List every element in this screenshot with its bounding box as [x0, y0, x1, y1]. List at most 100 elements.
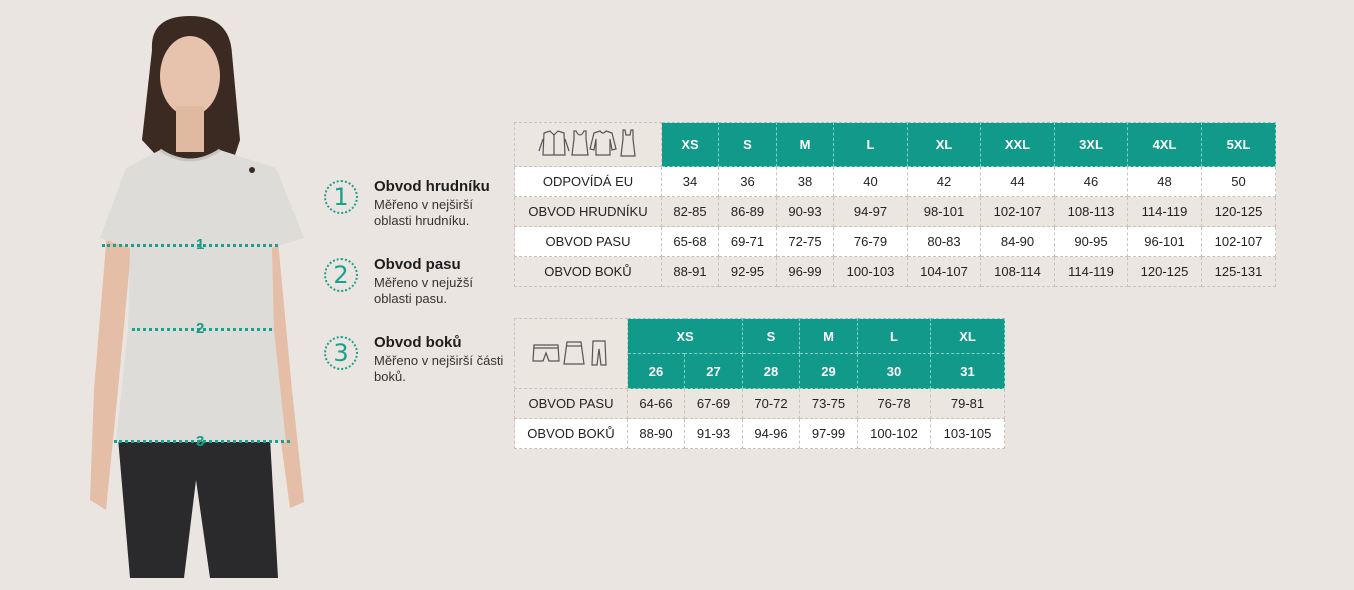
- table-cell: 48: [1127, 166, 1202, 197]
- table-cell: 100-103: [833, 256, 908, 287]
- table-row: OBVOD BOKŮ 88-90 91-93 94-96 97-99 100-1…: [514, 418, 1005, 449]
- bottom-size-header-row: XS S M L XL: [514, 318, 1005, 389]
- table-cell: 80-83: [907, 226, 981, 257]
- bottom-numeric-size-row: 26 27 28 29 30 31: [515, 353, 1005, 389]
- table-cell: 65-68: [661, 226, 719, 257]
- table-cell: 120-125: [1201, 196, 1276, 227]
- model-illustration: [90, 16, 304, 578]
- size-header: M: [776, 122, 834, 167]
- row-label: OBVOD HRUDNÍKU: [514, 196, 662, 227]
- legend-desc-hips: Měřeno v nejširší části boků.: [374, 353, 504, 384]
- top-size-table: XS S M L XL XXL 3XL 4XL 5XL ODPOVÍDÁ EU …: [514, 122, 1276, 287]
- table-cell: 73-75: [799, 388, 858, 419]
- size-header: XS: [627, 318, 743, 354]
- table-cell: 94-96: [742, 418, 800, 449]
- table-row: ODPOVÍDÁ EU 34 36 38 40 42 44 46 48 50: [514, 166, 1276, 197]
- model-figure: 1 2 3: [80, 10, 330, 578]
- row-label: ODPOVÍDÁ EU: [514, 166, 662, 197]
- table-cell: 72-75: [776, 226, 834, 257]
- size-header: M: [799, 318, 858, 354]
- numeric-size-header: 26: [627, 353, 685, 389]
- bottom-garment-icons-svg: [532, 340, 607, 366]
- table-cell: 103-105: [930, 418, 1005, 449]
- table-cell: 76-79: [833, 226, 908, 257]
- numeric-size-header: 31: [930, 353, 1005, 389]
- row-label: OBVOD PASU: [514, 388, 628, 419]
- table-cell: 84-90: [980, 226, 1055, 257]
- size-header: XXL: [980, 122, 1055, 167]
- table-cell: 88-90: [627, 418, 685, 449]
- table-cell: 104-107: [907, 256, 981, 287]
- legend-number-1: 1: [324, 180, 358, 214]
- size-header: S: [742, 318, 800, 354]
- table-cell: 46: [1054, 166, 1128, 197]
- table-cell: 100-102: [857, 418, 931, 449]
- table-cell: 44: [980, 166, 1055, 197]
- row-label: OBVOD BOKŮ: [514, 256, 662, 287]
- table-cell: 96-101: [1127, 226, 1202, 257]
- tank-top-icon: [571, 130, 589, 156]
- top-size-header-row: XS S M L XL XXL 3XL 4XL 5XL: [514, 122, 1276, 167]
- chest-marker: 1: [196, 236, 205, 253]
- table-row: OBVOD HRUDNÍKU 82-85 86-89 90-93 94-97 9…: [514, 196, 1276, 227]
- size-header: XS: [661, 122, 719, 167]
- table-cell: 98-101: [907, 196, 981, 227]
- table-row: OBVOD PASU 65-68 69-71 72-75 76-79 80-83…: [514, 226, 1276, 257]
- size-header: L: [857, 318, 931, 354]
- waist-measure-line: [132, 328, 272, 331]
- table-cell: 94-97: [833, 196, 908, 227]
- table-cell: 91-93: [684, 418, 743, 449]
- table-cell: 70-72: [742, 388, 800, 419]
- top-garment-icons-svg: [538, 129, 636, 157]
- table-cell: 64-66: [627, 388, 685, 419]
- legend-title-waist: Obvod pasu: [374, 256, 461, 273]
- table-cell: 34: [661, 166, 719, 197]
- table-row: OBVOD PASU 64-66 67-69 70-72 73-75 76-78…: [514, 388, 1005, 419]
- skirt-icon: [563, 341, 585, 365]
- table-cell: 92-95: [718, 256, 777, 287]
- table-cell: 90-95: [1054, 226, 1128, 257]
- table-cell: 97-99: [799, 418, 858, 449]
- legend-title-chest: Obvod hrudníku: [374, 178, 490, 195]
- table-cell: 38: [776, 166, 834, 197]
- numeric-size-header: 29: [799, 353, 858, 389]
- sweater-icon: [589, 130, 617, 156]
- table-cell: 88-91: [661, 256, 719, 287]
- table-cell: 90-93: [776, 196, 834, 227]
- legend-hips: 3 Obvod boků Měřeno v nejširší části bok…: [324, 334, 514, 390]
- size-header: L: [833, 122, 908, 167]
- row-label: OBVOD BOKŮ: [514, 418, 628, 449]
- table-cell: 102-107: [980, 196, 1055, 227]
- chest-measure-line: [102, 244, 278, 247]
- size-header: XL: [907, 122, 981, 167]
- hip-measure-line: [114, 440, 290, 443]
- table-cell: 42: [907, 166, 981, 197]
- size-header: 4XL: [1127, 122, 1202, 167]
- shorts-icon: [532, 344, 560, 362]
- size-header: 3XL: [1054, 122, 1128, 167]
- table-cell: 50: [1201, 166, 1276, 197]
- legend-chest: 1 Obvod hrudníku Měřeno v nejširší oblas…: [324, 178, 514, 234]
- legend-waist: 2 Obvod pasu Měřeno v nejužší oblasti pa…: [324, 256, 514, 312]
- jacket-icon: [538, 130, 570, 156]
- top-garment-icons: [514, 122, 662, 167]
- size-header: S: [718, 122, 777, 167]
- table-cell: 82-85: [661, 196, 719, 227]
- table-cell: 67-69: [684, 388, 743, 419]
- table-cell: 108-114: [980, 256, 1055, 287]
- legend-desc-chest: Měřeno v nejširší oblasti hrudníku.: [374, 197, 473, 228]
- legend-title-hips: Obvod boků: [374, 334, 462, 351]
- table-cell: 114-119: [1127, 196, 1202, 227]
- hip-marker: 3: [196, 433, 205, 450]
- table-cell: 96-99: [776, 256, 834, 287]
- table-cell: 69-71: [718, 226, 777, 257]
- row-label: OBVOD PASU: [514, 226, 662, 257]
- dress-icon: [620, 129, 636, 157]
- size-header: 5XL: [1201, 122, 1276, 167]
- table-cell: 40: [833, 166, 908, 197]
- bottom-size-table: XS S M L XL 26 27 28 29 30 31 OBVOD PASU…: [514, 318, 1005, 449]
- legend-number-3: 3: [324, 336, 358, 370]
- numeric-size-header: 28: [742, 353, 800, 389]
- table-cell: 125-131: [1201, 256, 1276, 287]
- bottom-garment-icons: [514, 318, 628, 389]
